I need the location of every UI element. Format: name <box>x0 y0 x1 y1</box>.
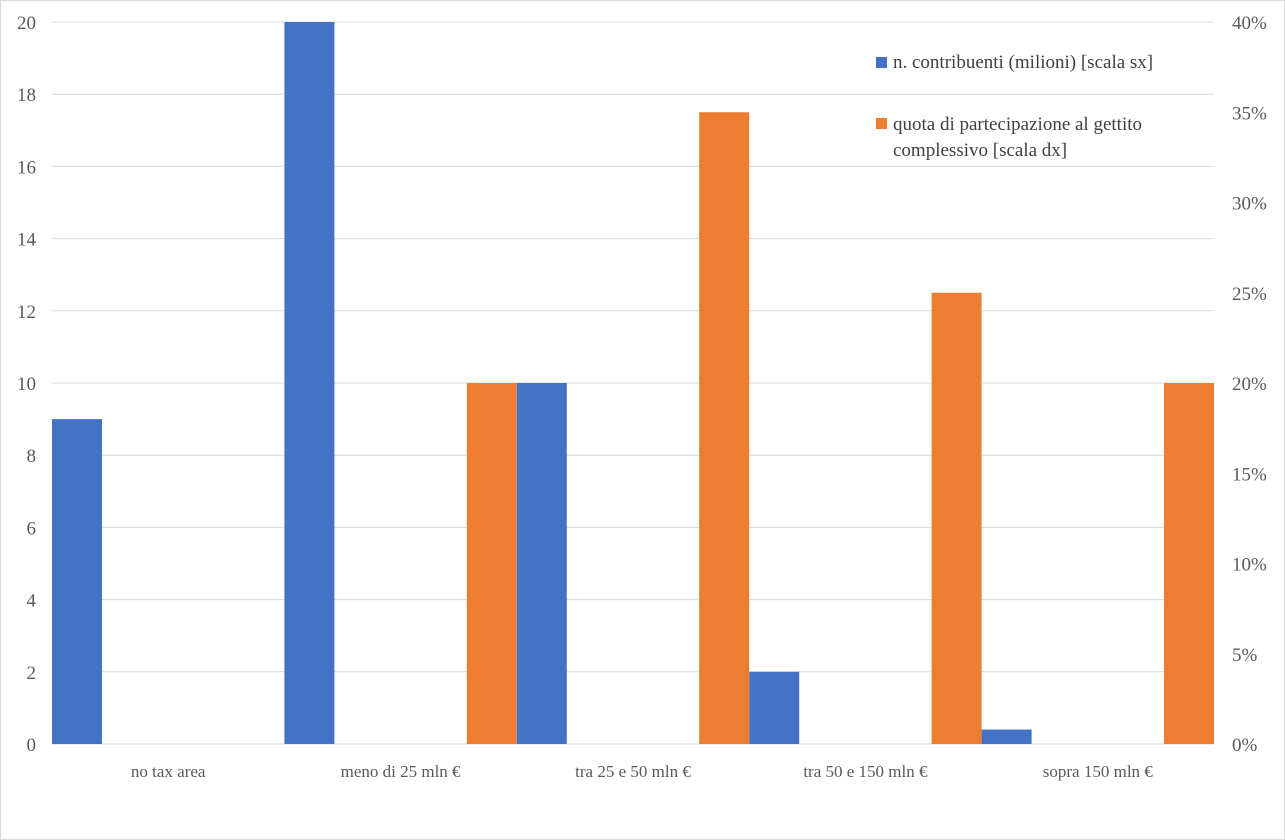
left-tick-label: 20 <box>17 13 36 34</box>
bar-contribuenti <box>516 383 567 744</box>
bar-contribuenti <box>284 22 335 744</box>
category-label: no tax area <box>131 762 206 781</box>
right-axis-ticks: 0% 5% 10% 15% 20% 25% 30% 35% 40% <box>1232 13 1267 756</box>
category-labels: no tax area meno di 25 mln € tra 25 e 50 m… <box>131 762 1153 781</box>
right-tick-label: 10% <box>1232 555 1267 576</box>
category-label: tra 25 e 50 mln € <box>575 762 691 781</box>
bar-contribuenti <box>749 671 800 744</box>
right-tick-label: 30% <box>1232 194 1267 215</box>
left-tick-label: 6 <box>27 518 37 539</box>
bar-quota-gettito <box>931 292 982 744</box>
category-label: meno di 25 mln € <box>341 762 461 781</box>
left-tick-label: 0 <box>27 735 37 756</box>
left-tick-label: 10 <box>17 374 36 395</box>
left-tick-label: 12 <box>17 302 36 323</box>
bar-quota-gettito <box>466 383 517 744</box>
left-tick-label: 2 <box>27 663 37 684</box>
left-tick-label: 14 <box>17 230 37 251</box>
right-tick-label: 0% <box>1232 735 1258 756</box>
left-tick-label: 4 <box>27 591 37 612</box>
right-tick-label: 35% <box>1232 103 1267 124</box>
right-tick-label: 5% <box>1232 645 1258 666</box>
legend: n. contribuenti (milioni) [scala sx] quot… <box>876 52 1153 161</box>
legend-label-contribuenti: n. contribuenti (milioni) [scala sx] <box>893 52 1153 73</box>
bar-quota-gettito <box>1164 383 1214 744</box>
bar-quota-gettito <box>699 112 750 744</box>
bar-contribuenti <box>52 419 102 744</box>
legend-swatch-contribuenti <box>876 57 887 68</box>
left-tick-label: 8 <box>27 446 37 467</box>
right-tick-label: 20% <box>1232 374 1267 395</box>
left-tick-label: 16 <box>17 157 36 178</box>
legend-label-quota: quota di partecipazione al gettito comple… <box>893 114 1142 161</box>
right-tick-label: 40% <box>1232 13 1267 34</box>
legend-swatch-quota <box>876 118 887 129</box>
bar-contribuenti <box>981 729 1032 744</box>
category-label: tra 50 e 150 mln € <box>803 762 928 781</box>
category-label: sopra 150 mln € <box>1043 762 1154 781</box>
left-tick-label: 18 <box>17 85 36 106</box>
left-axis-ticks: 0 2 4 6 8 10 12 14 16 18 20 <box>17 13 37 756</box>
right-tick-label: 25% <box>1232 284 1267 305</box>
right-tick-label: 15% <box>1232 464 1267 485</box>
bars <box>52 22 1214 744</box>
